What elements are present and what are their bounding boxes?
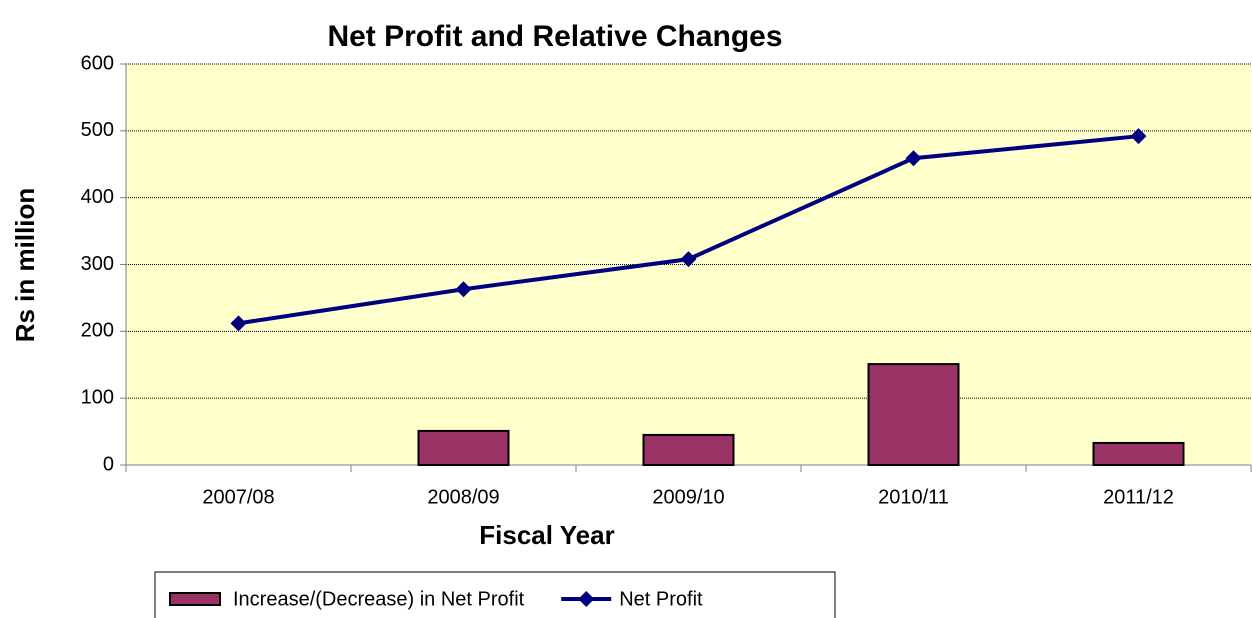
legend-swatch xyxy=(169,592,221,606)
y-tick-label: 300 xyxy=(81,253,114,275)
x-tick-label: 2011/12 xyxy=(1103,486,1174,508)
y-tick-label: 0 xyxy=(103,453,114,475)
y-tick-label: 100 xyxy=(81,386,114,408)
x-axis-title: Fiscal Year xyxy=(479,520,614,550)
bar xyxy=(1092,441,1185,467)
y-tick-label: 200 xyxy=(81,320,114,342)
chart-title: Net Profit and Relative Changes xyxy=(327,20,782,53)
bar xyxy=(417,429,510,467)
legend-label: Net Profit xyxy=(619,588,703,610)
x-tick-label: 2009/10 xyxy=(652,486,724,508)
legend-label: Increase/(Decrease) in Net Profit xyxy=(233,588,525,610)
legend-box xyxy=(154,571,836,618)
legend-marker xyxy=(578,591,595,607)
x-tick-label: 2010/11 xyxy=(878,486,949,508)
bar xyxy=(867,363,960,466)
marker xyxy=(1130,128,1147,145)
marker xyxy=(455,281,472,298)
y-tick-label: 400 xyxy=(81,186,114,208)
x-tick-label: 2007/08 xyxy=(202,486,274,508)
bar xyxy=(642,433,735,466)
y-tick-label: 600 xyxy=(81,52,114,74)
x-tick-label: 2008/09 xyxy=(427,486,499,508)
marker xyxy=(230,315,247,332)
y-tick-label: 500 xyxy=(81,119,114,141)
marker xyxy=(680,251,697,268)
marker xyxy=(905,150,922,167)
y-axis-title: Rs in million xyxy=(10,188,40,343)
